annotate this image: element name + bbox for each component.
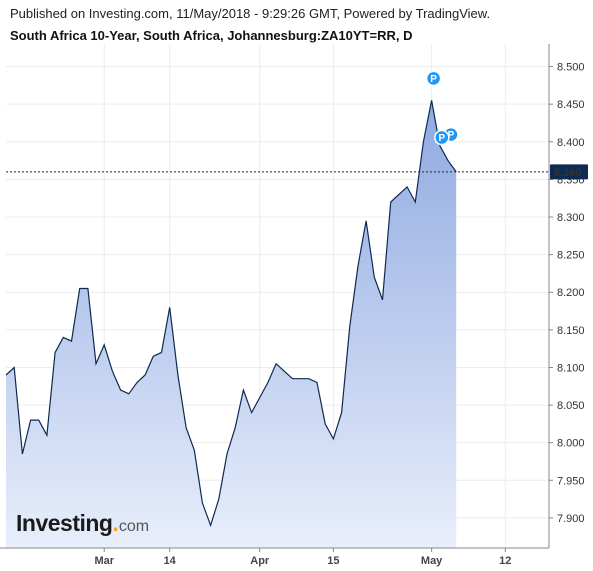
published-info: Published on Investing.com, 11/May/2018 … bbox=[10, 6, 491, 21]
x-axis-ticks: Mar 14 Apr 15 May 12 bbox=[94, 548, 511, 567]
x-tick-label: 12 bbox=[499, 555, 511, 567]
y-tick-label: 8.500 bbox=[557, 62, 585, 74]
axes bbox=[0, 44, 550, 549]
y-axis-ticks: 7.900 7.950 8.000 8.050 8.100 8.150 8.200 8.250… bbox=[549, 62, 585, 525]
x-tick-label: 15 bbox=[327, 555, 339, 567]
event-markers[interactable]: PPP bbox=[425, 70, 459, 146]
x-tick-label: May bbox=[421, 555, 443, 567]
y-tick-label: 8.000 bbox=[557, 438, 585, 450]
x-tick-label: 14 bbox=[164, 555, 177, 567]
marker-label: P bbox=[438, 133, 445, 144]
y-tick-label: 8.150 bbox=[557, 325, 585, 337]
marker-circle[interactable] bbox=[425, 70, 442, 87]
event-marker[interactable]: P bbox=[425, 70, 442, 87]
y-tick-label: 8.250 bbox=[557, 250, 585, 262]
grid bbox=[6, 44, 549, 548]
marker-label: P bbox=[430, 74, 437, 85]
last-price-badge: 8.360 bbox=[550, 164, 588, 180]
y-tick-label: 8.050 bbox=[557, 400, 585, 412]
x-tick-label: Mar bbox=[94, 555, 114, 567]
marker-label: P bbox=[448, 130, 455, 141]
y-tick-label: 8.400 bbox=[557, 137, 585, 149]
y-tick-label: 8.300 bbox=[557, 212, 585, 224]
symbol-title: South Africa 10-Year, South Africa, Joha… bbox=[10, 28, 413, 43]
y-tick-label: 7.900 bbox=[557, 513, 585, 525]
last-price-label: 8.360 bbox=[554, 167, 582, 179]
price-area bbox=[6, 100, 457, 549]
y-tick-label: 8.450 bbox=[557, 99, 585, 111]
y-tick-label: 8.100 bbox=[557, 362, 585, 374]
y-tick-label: 7.950 bbox=[557, 475, 585, 487]
price-line bbox=[5, 100, 457, 528]
marker-circle[interactable] bbox=[434, 129, 450, 146]
x-tick-label: Apr bbox=[250, 555, 270, 567]
y-tick-label: 8.200 bbox=[557, 287, 585, 299]
investing-logo: Investing.com bbox=[16, 510, 150, 536]
event-marker[interactable]: P bbox=[434, 129, 450, 146]
